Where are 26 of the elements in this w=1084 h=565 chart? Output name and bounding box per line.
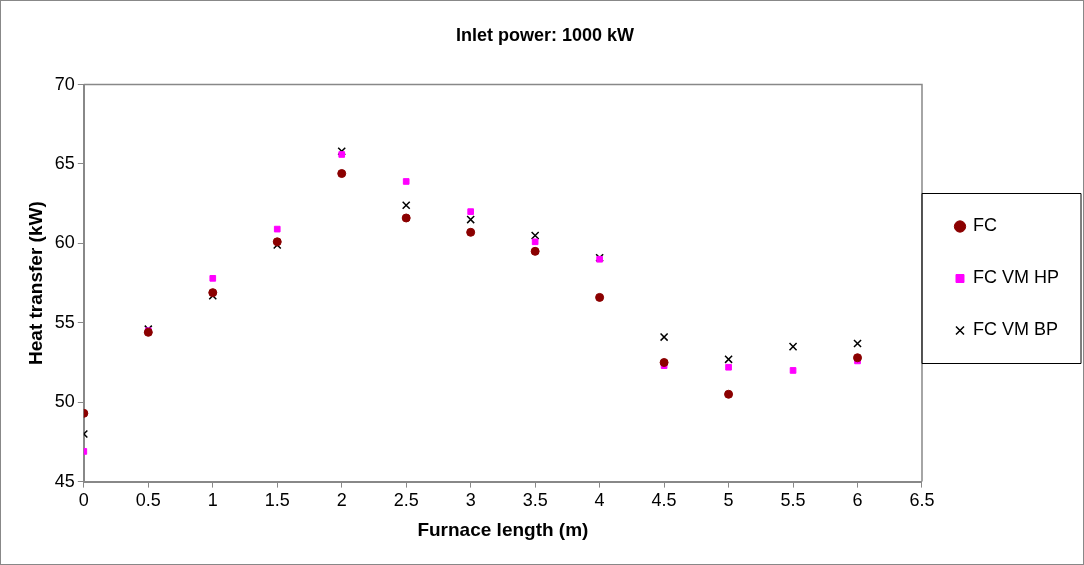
x-tick-label: 4.5	[651, 490, 677, 511]
y-tick-label: 50	[54, 391, 75, 412]
x-tick-label: 2.5	[393, 490, 419, 511]
x-tick-label: 6.5	[909, 490, 935, 511]
x-tick-label: 0.5	[135, 490, 161, 511]
x-tick-label: 5.5	[780, 490, 806, 511]
x-tick-label: 3.5	[522, 490, 548, 511]
y-tick-label: 60	[54, 232, 75, 253]
x-tick-label: 3	[465, 490, 476, 511]
legend-label: FC	[973, 215, 997, 236]
x-tick-label: 2	[336, 490, 347, 511]
y-tick-label: 65	[54, 152, 75, 173]
x-tick-label: 4	[594, 490, 605, 511]
x-axis-title: Furnace length (m)	[417, 518, 589, 540]
x-tick-label: 5	[723, 490, 734, 511]
y-tick-label: 55	[54, 311, 75, 332]
x-tick-label: 6	[852, 490, 863, 511]
chart-title: Inlet power: 1000 kW	[455, 24, 635, 45]
legend-label: FC VM HP	[973, 267, 1060, 288]
y-tick-label: 70	[54, 73, 75, 94]
x-tick-label: 0	[78, 490, 89, 511]
x-tick-label: 1.5	[264, 490, 290, 511]
y-tick-label: 45	[54, 470, 75, 491]
x-tick-label: 1	[207, 490, 218, 511]
legend-label: FC VM BP	[973, 319, 1059, 340]
y-axis-title: Heat transfer (kW)	[24, 201, 46, 365]
